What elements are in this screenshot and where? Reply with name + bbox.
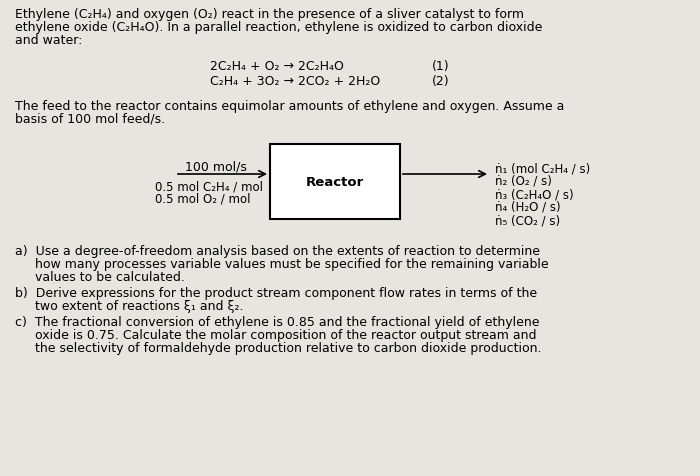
Text: values to be calculated.: values to be calculated. — [15, 270, 185, 283]
Text: and water:: and water: — [15, 34, 83, 47]
Text: ................................................................................: ........................................… — [15, 469, 253, 476]
Text: basis of 100 mol feed/s.: basis of 100 mol feed/s. — [15, 113, 165, 126]
Text: 0.5 mol O₂ / mol: 0.5 mol O₂ / mol — [155, 193, 251, 206]
Text: the selectivity of formaldehyde production relative to carbon dioxide production: the selectivity of formaldehyde producti… — [15, 341, 542, 354]
Text: 0.5 mol C₂H₄ / mol: 0.5 mol C₂H₄ / mol — [155, 179, 263, 193]
Text: ṅ₂ (O₂ / s): ṅ₂ (O₂ / s) — [495, 175, 552, 188]
Text: Ethylene (C₂H₄) and oxygen (O₂) react in the presence of a sliver catalyst to fo: Ethylene (C₂H₄) and oxygen (O₂) react in… — [15, 8, 524, 21]
Text: a)  Use a degree-of-freedom analysis based on the extents of reaction to determi: a) Use a degree-of-freedom analysis base… — [15, 245, 540, 258]
Text: (2): (2) — [432, 75, 449, 88]
Bar — [270, 145, 400, 219]
Text: ethylene oxide (C₂H₄O). In a parallel reaction, ethylene is oxidized to carbon d: ethylene oxide (C₂H₄O). In a parallel re… — [15, 21, 542, 34]
Text: ṅ₃ (C₂H₄O / s): ṅ₃ (C₂H₄O / s) — [495, 188, 573, 200]
Text: two extent of reactions ξ₁ and ξ₂.: two extent of reactions ξ₁ and ξ₂. — [15, 299, 244, 312]
Text: ṅ₅ (CO₂ / s): ṅ₅ (CO₂ / s) — [495, 214, 560, 227]
Text: 2C₂H₄ + O₂ → 2C₂H₄O: 2C₂H₄ + O₂ → 2C₂H₄O — [210, 60, 344, 73]
Text: (1): (1) — [432, 60, 449, 73]
Text: Reactor: Reactor — [306, 176, 364, 188]
Text: c)  The fractional conversion of ethylene is 0.85 and the fractional yield of et: c) The fractional conversion of ethylene… — [15, 315, 540, 328]
Text: C₂H₄ + 3O₂ → 2CO₂ + 2H₂O: C₂H₄ + 3O₂ → 2CO₂ + 2H₂O — [210, 75, 380, 88]
Text: how many processes variable values must be specified for the remaining variable: how many processes variable values must … — [15, 258, 549, 270]
Text: ṅ₁ (mol C₂H₄ / s): ṅ₁ (mol C₂H₄ / s) — [495, 162, 590, 175]
Text: oxide is 0.75. Calculate the molar composition of the reactor output stream and: oxide is 0.75. Calculate the molar compo… — [15, 328, 536, 341]
Text: The feed to the reactor contains equimolar amounts of ethylene and oxygen. Assum: The feed to the reactor contains equimol… — [15, 100, 564, 113]
Text: 100 mol/s: 100 mol/s — [185, 161, 247, 174]
Text: b)  Derive expressions for the product stream component flow rates in terms of t: b) Derive expressions for the product st… — [15, 287, 537, 299]
Text: ṅ₄ (H₂O / s): ṅ₄ (H₂O / s) — [495, 200, 561, 214]
